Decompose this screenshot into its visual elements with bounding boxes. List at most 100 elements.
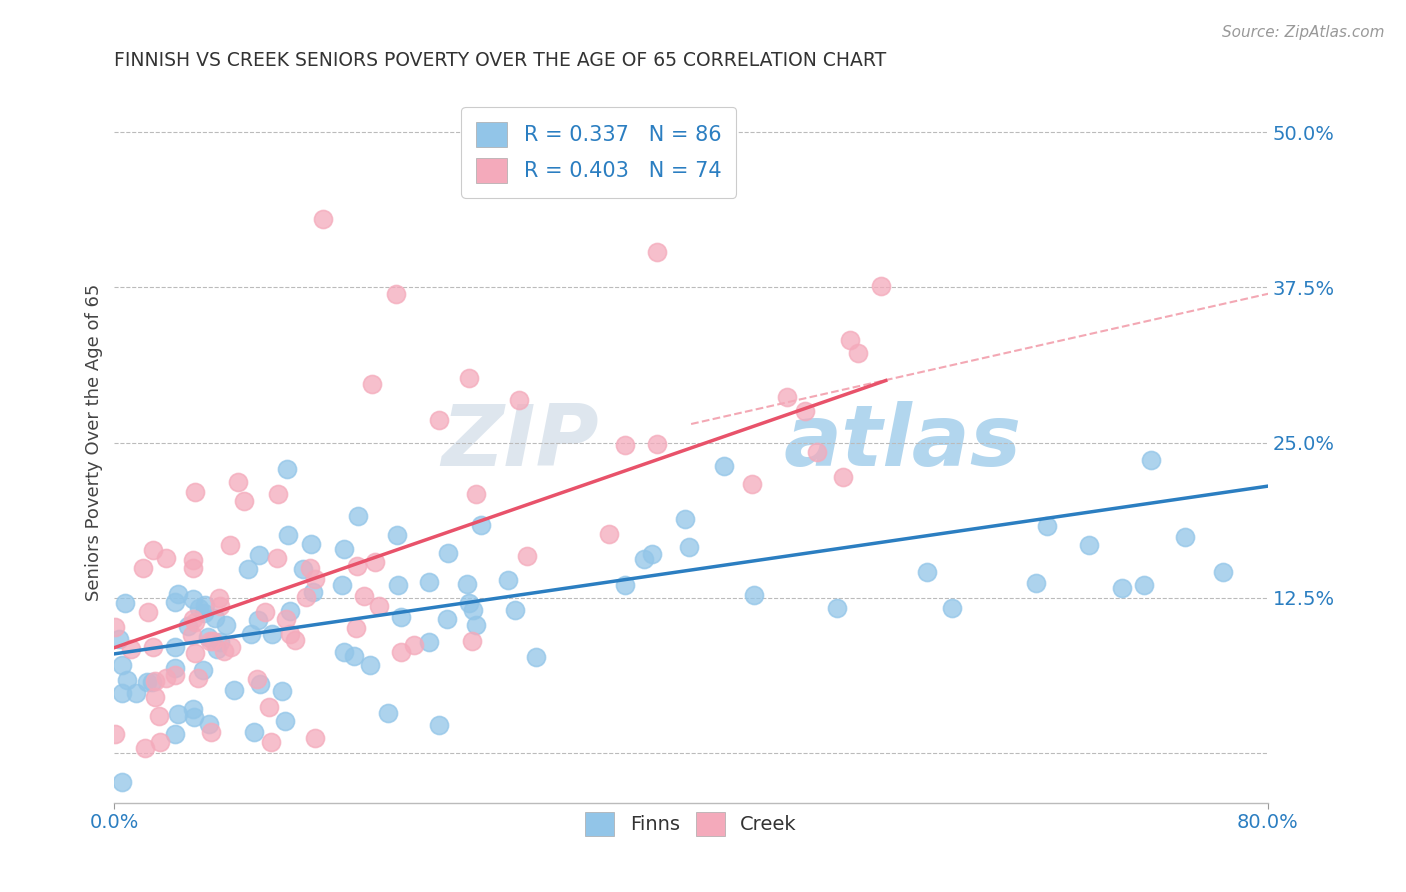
Point (274, 612, 297, 626)
Point (136, 675, 159, 690)
Point (183, 615, 205, 630)
Point (184, 485, 207, 500)
Point (155, 671, 177, 685)
Point (301, 584, 323, 599)
Point (613, 438, 636, 452)
Point (387, 577, 409, 591)
Point (120, 641, 142, 656)
Point (167, 587, 190, 601)
Point (641, 547, 664, 561)
Point (266, 550, 288, 565)
Point (205, 641, 228, 656)
Point (226, 475, 249, 489)
Point (598, 527, 620, 541)
Y-axis label: Seniors Poverty Over the Age of 65: Seniors Poverty Over the Age of 65 (86, 284, 103, 601)
Point (214, 644, 236, 658)
Point (259, 735, 281, 749)
Point (219, 538, 242, 552)
Point (456, 577, 478, 591)
Point (458, 596, 481, 610)
Point (108, 632, 131, 646)
Point (136, 605, 159, 619)
Point (242, 725, 264, 739)
Point (284, 632, 307, 647)
Text: atlas: atlas (783, 401, 1022, 484)
Point (278, 604, 301, 618)
Point (389, 645, 412, 659)
Point (141, 542, 163, 557)
Point (276, 462, 298, 476)
Point (458, 371, 481, 385)
Point (278, 626, 301, 640)
Point (149, 735, 172, 749)
Point (343, 648, 366, 663)
Point (304, 572, 326, 586)
Point (219, 640, 242, 654)
Point (254, 605, 277, 619)
Point (364, 555, 387, 569)
Point (360, 376, 382, 391)
Point (742, 588, 765, 602)
Point (418, 635, 440, 649)
Point (193, 607, 215, 621)
Point (384, 286, 406, 301)
Point (209, 635, 232, 649)
Point (188, 600, 211, 615)
Point (299, 536, 322, 550)
Point (177, 619, 200, 633)
Point (183, 702, 205, 716)
Point (427, 718, 450, 732)
Point (427, 413, 450, 427)
Point (418, 574, 440, 589)
Point (389, 610, 412, 624)
Point (806, 445, 828, 459)
Point (104, 620, 127, 634)
Point (273, 714, 295, 728)
Point (277, 527, 299, 541)
Point (613, 578, 636, 592)
Point (387, 528, 409, 542)
Point (298, 561, 321, 575)
Point (165, 595, 187, 609)
Point (142, 640, 165, 654)
Legend: Finns, Creek: Finns, Creek (578, 805, 804, 844)
Point (368, 599, 391, 614)
Point (165, 668, 187, 682)
Point (496, 573, 519, 587)
Point (204, 611, 226, 625)
Point (347, 508, 370, 523)
Point (1035, 519, 1057, 533)
Point (114, 596, 136, 610)
Point (194, 598, 217, 612)
Point (165, 661, 187, 675)
Point (713, 458, 735, 473)
Point (1140, 453, 1163, 467)
Point (464, 487, 486, 501)
Point (198, 633, 221, 648)
Point (247, 548, 270, 562)
Point (111, 774, 134, 789)
Point (402, 638, 425, 652)
Text: FINNISH VS CREEK SENIORS POVERTY OVER THE AGE OF 65 CORRELATION CHART: FINNISH VS CREEK SENIORS POVERTY OVER TH… (114, 51, 887, 70)
Point (516, 549, 538, 564)
Point (232, 494, 254, 508)
Point (673, 512, 696, 526)
Point (184, 646, 207, 660)
Point (193, 663, 215, 677)
Point (236, 562, 259, 576)
Point (267, 486, 290, 500)
Point (304, 731, 326, 745)
Point (163, 727, 186, 741)
Text: Source: ZipAtlas.com: Source: ZipAtlas.com (1222, 25, 1385, 40)
Point (197, 630, 219, 644)
Point (202, 633, 225, 648)
Point (165, 640, 187, 654)
Point (111, 658, 134, 673)
Point (246, 672, 269, 686)
Point (270, 684, 292, 698)
Point (941, 600, 963, 615)
Point (917, 565, 939, 579)
Point (353, 589, 375, 603)
Point (1132, 578, 1154, 592)
Point (377, 706, 399, 720)
